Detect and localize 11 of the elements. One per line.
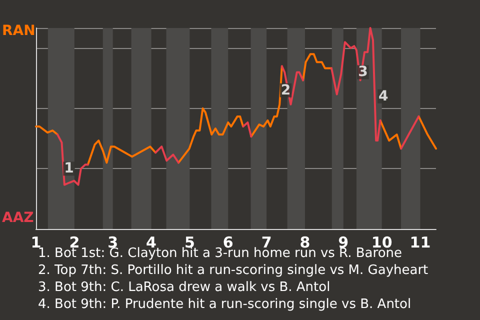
x-tick-label: 1 xyxy=(30,234,42,252)
text: 3. Bot 9th: C. LaRosa drew a walk vs B. Antol xyxy=(38,280,330,295)
text: 4. Bot 9th: P. Prudente hit a run-scoring single vs B. Antol xyxy=(38,297,412,312)
x-tick-label: 11 xyxy=(410,234,431,252)
annotation: 2 xyxy=(280,82,291,98)
text: 2. Top 7th: S. Portillo hit a run-scoring single vs M. Gayheart xyxy=(38,263,428,278)
annotation: 1 xyxy=(64,160,74,177)
annotation: 4 xyxy=(378,88,388,104)
annotation: 3 xyxy=(358,64,368,80)
text: RAN xyxy=(2,23,36,39)
text: AAZ xyxy=(2,210,34,226)
